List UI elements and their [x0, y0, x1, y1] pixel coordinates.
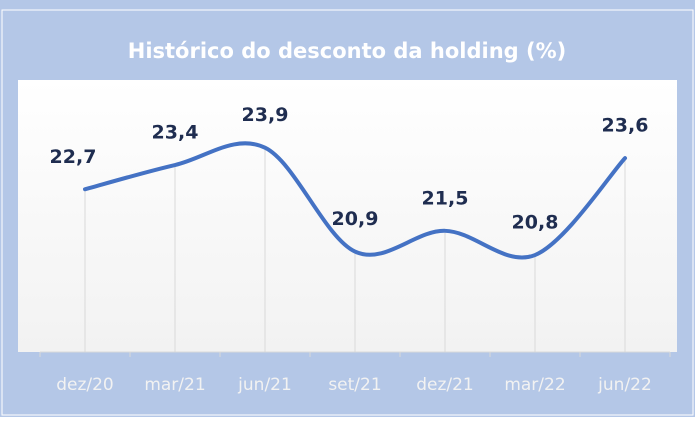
line	[83, 141, 627, 260]
data-label: 20,9	[332, 208, 379, 230]
x-tick-label: dez/20	[56, 375, 114, 395]
chart-title: Histórico do desconto da holding (%)	[128, 39, 566, 63]
x-tick-label: dez/21	[416, 375, 474, 395]
data-label: 21,5	[422, 187, 469, 209]
x-tick-label: set/21	[328, 375, 381, 395]
x-tick-label: jun/21	[237, 375, 292, 395]
data-label: 23,6	[602, 115, 649, 137]
data-label: 23,4	[152, 122, 199, 144]
frame	[1, 9, 694, 416]
data-label: 22,7	[50, 146, 97, 168]
plot-area	[18, 80, 677, 352]
x-tick-label: mar/21	[144, 375, 205, 395]
x-tick-label: mar/22	[504, 375, 565, 395]
data-label: 20,8	[512, 212, 559, 234]
x-tick-label: jun/22	[597, 375, 652, 395]
data-label: 23,9	[242, 104, 289, 126]
